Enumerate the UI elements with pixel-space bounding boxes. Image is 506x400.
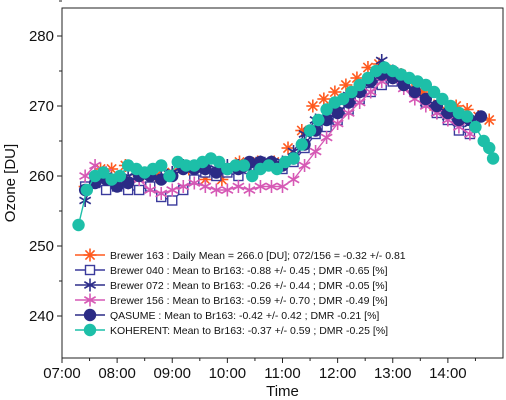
legend-item: Brewer 040 : Mean to Br163: -0.88 +/- 0.… [75,264,388,277]
data-point [270,162,284,176]
y-axis-title: Ozone [DU] [2,144,19,222]
y-tick-label: 280 [29,28,54,45]
x-tick-label: 10:00 [209,365,247,382]
data-point [328,85,342,99]
data-point [306,99,320,113]
data-point [212,155,226,169]
data-point [444,99,457,113]
data-point [221,183,234,197]
legend-label: Brewer 072 : Mean to Br163: -0.26 +/- 0.… [110,280,388,292]
y-tick-label: 270 [29,98,54,115]
x-tick-label: 09:00 [153,365,191,382]
data-point [155,187,168,200]
legend-item: Brewer 163 : Daily Mean = 266.0 [DU]; 07… [75,248,406,262]
data-point [427,85,441,99]
data-point [320,131,333,144]
data-point [408,85,421,99]
data-point [155,159,168,172]
data-point [72,218,85,232]
legend-item: Brewer 072 : Mean to Br163: -0.26 +/- 0.… [75,278,388,292]
data-point [317,92,331,106]
y-tick-label: 250 [29,238,54,255]
data-point [97,166,110,179]
data-point [436,92,449,106]
legend-label: QASUME : Mean to Br163: -0.42 +/- 0.42 ;… [110,310,379,322]
data-point [345,85,358,99]
data-point [287,173,300,186]
legend-label: KOHERENT: Mean to Br163: -0.37 +/- 0.59 … [110,325,388,337]
legend: Brewer 163 : Daily Mean = 266.0 [DU]; 07… [75,248,406,337]
data-point [486,152,500,165]
legend-item: KOHERENT: Mean to Br163: -0.37 +/- 0.59 … [75,323,388,337]
data-point [237,159,251,172]
data-point [331,106,344,120]
data-point [188,176,201,190]
data-point [460,110,474,123]
data-point [210,183,223,197]
data-layer [72,54,500,232]
data-point [309,145,322,158]
data-point [245,169,259,183]
data-point [419,78,433,92]
data-point [210,166,223,179]
data-point [79,169,92,183]
data-point [254,180,267,193]
legend-label: Brewer 156 : Mean to Br163: -0.59 +/- 0.… [110,295,388,307]
data-point [312,113,325,127]
legend-item: QASUME : Mean to Br163: -0.42 +/- 0.42 ;… [75,308,379,322]
legend-marker [83,323,97,337]
data-point [303,124,317,137]
legend-label: Brewer 040 : Mean to Br163: -0.88 +/- 0.… [110,265,388,277]
x-tick-label: 13:00 [374,365,412,382]
legend-marker [83,278,97,292]
data-point [265,180,278,193]
data-point [419,92,433,106]
data-point [281,141,295,155]
data-point [336,92,350,106]
data-point [133,184,145,196]
data-point [474,110,488,123]
x-axis-title: Time [266,383,299,400]
data-point [243,183,256,197]
x-tick-label: 11:00 [264,365,300,382]
y-tick-label: 260 [29,168,54,185]
data-point [167,195,178,206]
data-point [199,180,212,193]
legend-item: Brewer 156 : Mean to Br163: -0.59 +/- 0.… [75,293,388,307]
x-tick-label: 07:00 [43,365,81,382]
data-point [163,169,176,183]
data-point [166,183,179,197]
data-point [276,180,289,193]
legend-marker [83,308,97,322]
series-5 [72,61,500,232]
legend-marker [83,248,97,262]
data-point [121,176,135,190]
y-tick-label: 240 [29,308,54,325]
x-tick-label: 14:00 [429,365,467,382]
data-point [177,180,190,193]
series-3 [79,71,476,200]
x-tick-label: 12:00 [319,365,357,382]
x-axis: 07:00 08:00 09:00 10:00 11:00 12:00 13:00 14:00 [43,358,476,382]
data-point [353,78,366,92]
legend-marker [84,264,96,276]
data-point [320,103,333,116]
data-point [287,152,300,165]
data-point [295,138,308,151]
x-tick-label: 08:00 [98,365,136,382]
data-point [113,169,127,183]
data-point [100,184,112,196]
y-axis: 240 250 260 270 280 [29,0,62,325]
data-point [144,183,157,197]
legend-marker [83,293,97,307]
data-point [483,141,496,155]
data-point [361,71,375,85]
data-point [80,183,94,197]
data-point [298,159,311,172]
data-point [232,180,245,193]
data-point [469,120,482,134]
legend-label: Brewer 163 : Daily Mean = 266.0 [DU]; 07… [110,250,406,262]
